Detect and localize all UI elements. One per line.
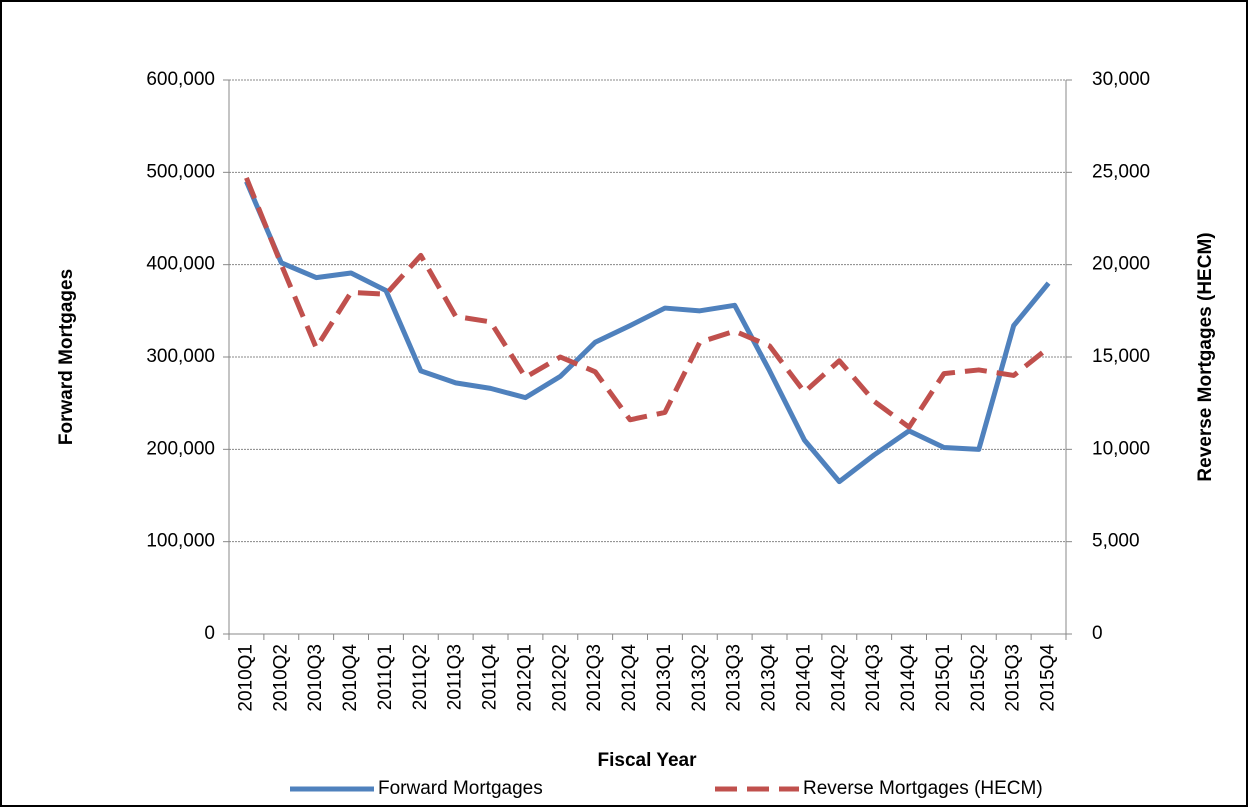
y2-tick-label: 10,000 xyxy=(1092,438,1150,459)
x-tick-label: 2013Q2 xyxy=(689,644,710,712)
y-axis-title: Forward Mortgages xyxy=(56,269,77,445)
x-tick-label: 2013Q1 xyxy=(654,644,675,712)
x-tick-label: 2015Q2 xyxy=(968,644,989,712)
x-tick-label: 2011Q4 xyxy=(480,644,501,711)
y2-tick-label: 25,000 xyxy=(1092,161,1150,182)
x-tick-label: 2010Q4 xyxy=(340,644,361,712)
y-tick-label: 600,000 xyxy=(146,69,215,90)
y-tick-label: 100,000 xyxy=(146,531,215,552)
x-tick-label: 2010Q1 xyxy=(235,644,256,712)
x-tick-label: 2011Q3 xyxy=(445,644,466,710)
y2-tick-label: 20,000 xyxy=(1092,254,1150,275)
x-tick-label: 2011Q1 xyxy=(375,644,396,710)
x-tick-label: 2014Q1 xyxy=(793,644,814,712)
x-tick-label: 2013Q3 xyxy=(724,644,745,712)
x-tick-label: 2012Q4 xyxy=(619,644,640,712)
y2-tick-label: 0 xyxy=(1092,623,1103,644)
line-series xyxy=(244,176,1051,430)
y2-tick-label: 15,000 xyxy=(1092,346,1150,367)
x-tick-label: 2014Q4 xyxy=(898,644,919,712)
x-tick-label: 2015Q1 xyxy=(933,644,954,712)
x-axis-title: Fiscal Year xyxy=(598,750,698,771)
y-tick-label: 0 xyxy=(204,623,215,644)
y2-tick-label: 30,000 xyxy=(1092,69,1150,90)
legend-label: Reverse Mortgages (HECM) xyxy=(803,778,1043,799)
x-tick-label: 2010Q3 xyxy=(305,644,326,712)
y2-tick-label: 5,000 xyxy=(1092,531,1140,552)
x-tick-label: 2012Q3 xyxy=(584,644,605,712)
x-tick-label: 2013Q4 xyxy=(759,644,780,712)
x-tick-label: 2012Q2 xyxy=(549,644,570,712)
legend-label: Forward Mortgages xyxy=(378,778,543,799)
y-tick-label: 400,000 xyxy=(146,254,215,275)
x-tick-label: 2014Q2 xyxy=(828,644,849,712)
x-tick-label: 2011Q2 xyxy=(410,644,431,710)
x-tick-label: 2014Q3 xyxy=(863,644,884,712)
y-tick-label: 300,000 xyxy=(146,346,215,367)
line-series xyxy=(244,180,1051,485)
x-tick-label: 2015Q4 xyxy=(1038,644,1059,712)
x-tick-label: 2010Q2 xyxy=(270,644,291,712)
y-tick-label: 500,000 xyxy=(146,161,215,182)
x-tick-label: 2015Q3 xyxy=(1003,644,1024,712)
y-tick-label: 200,000 xyxy=(146,438,215,459)
y2-axis-title: Reverse Mortgages (HECM) xyxy=(1195,232,1216,481)
x-tick-label: 2012Q1 xyxy=(514,644,535,712)
